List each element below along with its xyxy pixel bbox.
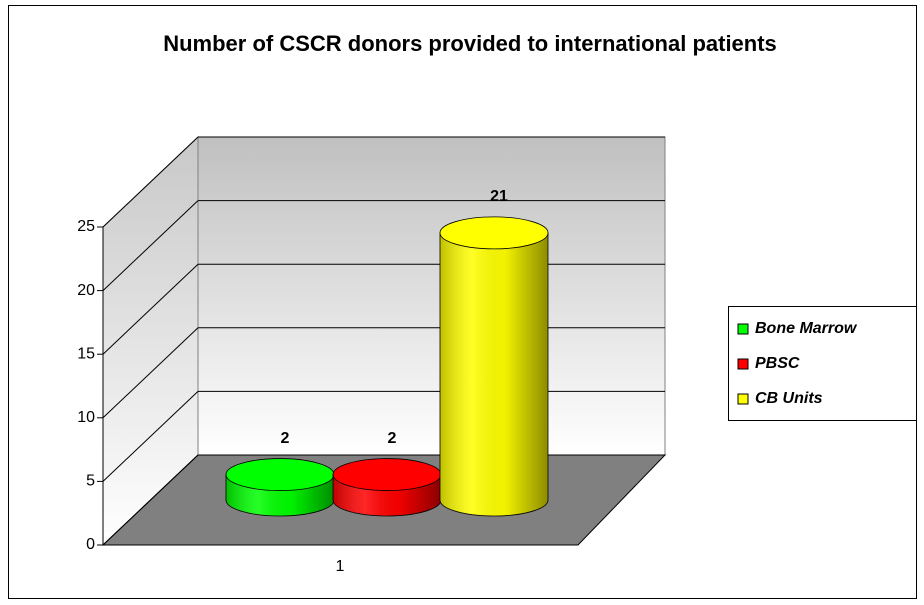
chart-title: Number of CSCR donors provided to intern… <box>163 31 777 56</box>
grid-line <box>102 136 199 228</box>
bar-top <box>332 458 442 491</box>
bar-top <box>225 458 335 491</box>
legend-swatch <box>737 358 749 370</box>
value-label: 2 <box>388 430 397 447</box>
y-tick-label: 10 <box>77 409 95 426</box>
value-label: 2 <box>281 430 290 447</box>
grid-line <box>102 391 199 482</box>
y-tick-label: 20 <box>77 282 95 299</box>
back-wall <box>197 136 666 456</box>
grid-line <box>102 200 199 291</box>
x-tick-label: 1 <box>336 558 345 575</box>
grid-line <box>102 263 199 355</box>
legend-label: CB Units <box>755 390 823 407</box>
legend-label: Bone Marrow <box>755 320 858 337</box>
legend-label: PBSC <box>755 355 800 372</box>
value-label: 21 <box>490 188 508 205</box>
legend-swatch <box>737 393 749 405</box>
legend-swatch <box>737 323 749 335</box>
grid-line <box>102 454 199 546</box>
grid-line <box>102 327 199 419</box>
y-tick-label: 5 <box>86 473 95 490</box>
bar-shade <box>440 232 548 516</box>
y-tick-label: 0 <box>86 536 95 553</box>
y-tick-label: 25 <box>77 218 95 235</box>
y-tick-label: 15 <box>77 345 95 362</box>
bar-top <box>439 216 549 250</box>
legend-box <box>728 306 917 421</box>
